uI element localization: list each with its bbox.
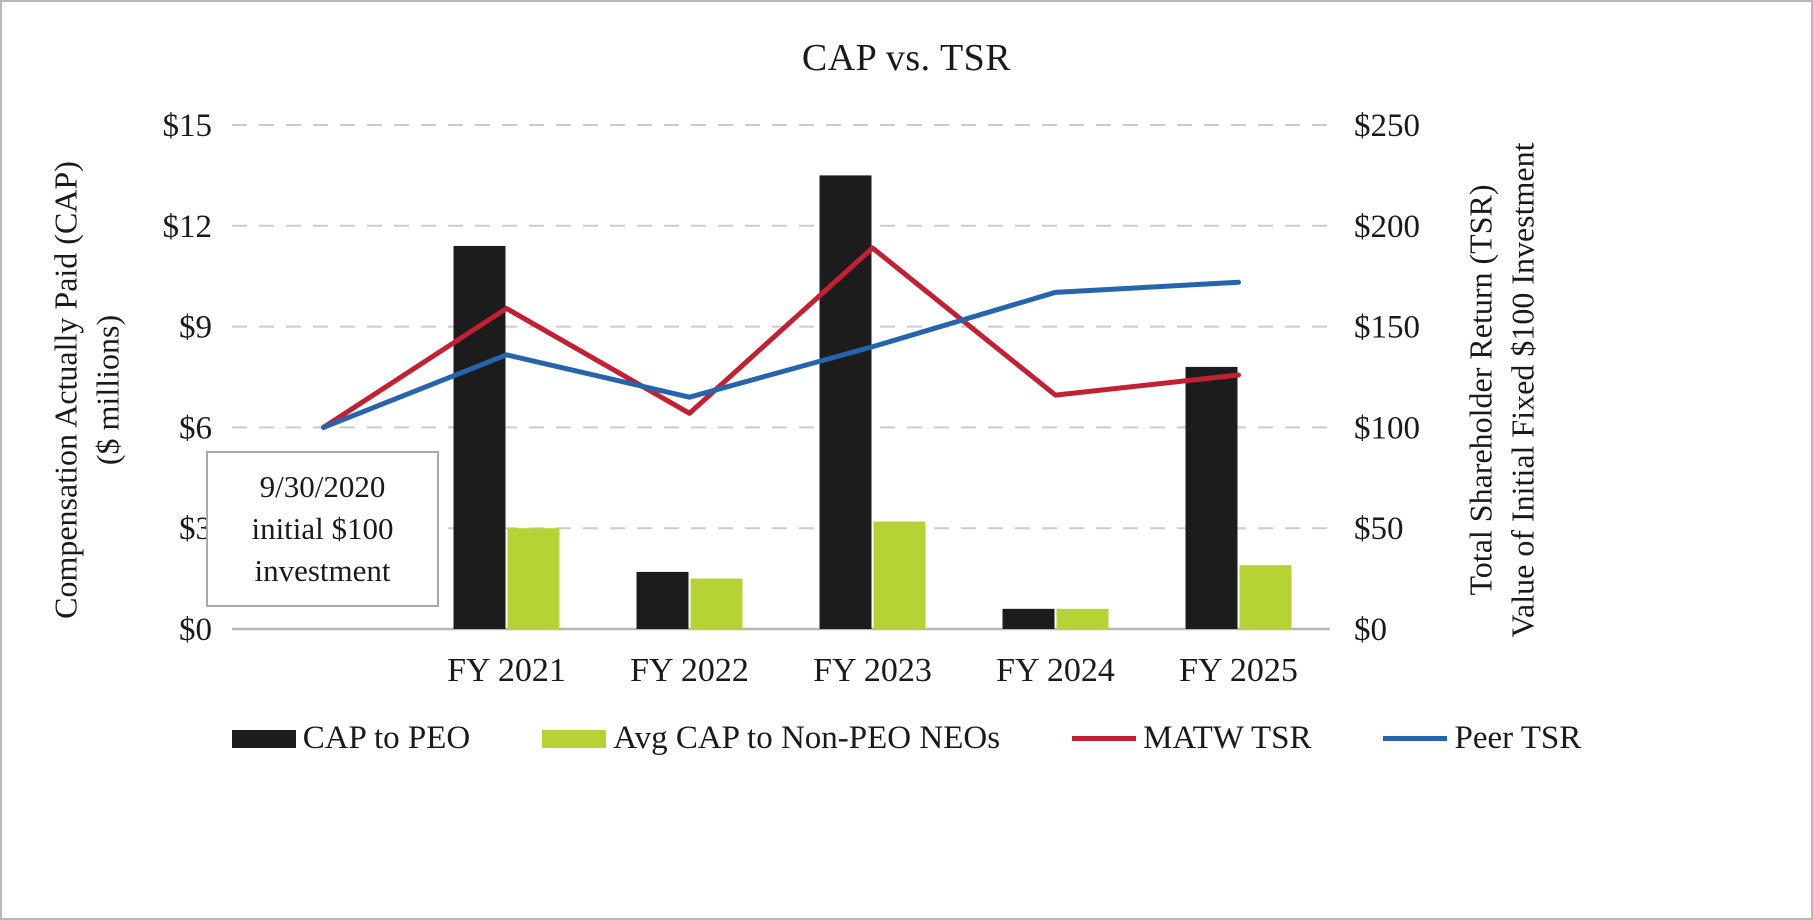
bar-cap-to-peo-fy-2024 (1002, 608, 1055, 629)
right-axis-tick-label: $50 (1354, 511, 1404, 547)
right-axis-title-line1: Total Shareholder Return (TSR) (1462, 184, 1499, 596)
annotation-line-1: 9/30/2020 (259, 469, 386, 505)
right-axis-tick-label: $150 (1354, 310, 1420, 346)
legend-swatch-avg-cap-to-non-peo-neos (542, 729, 607, 748)
legend-item-peer-tsr: Peer TSR (1383, 720, 1581, 757)
legend-item-matw-tsr: MATW TSR (1072, 720, 1311, 757)
bar-avg-cap-to-non-peo-neos-fy-2025 (1239, 565, 1292, 629)
legend: CAP to PEO Avg CAP to Non-PEO NEOs MATW TS… (2, 720, 1811, 757)
left-axis-title-line2: ($ millions) (89, 314, 125, 466)
right-axis-tick-label: $200 (1354, 209, 1420, 245)
bar-cap-to-peo-fy-2025 (1185, 366, 1238, 629)
annotation-line-2: initial $100 (251, 511, 394, 547)
legend-item-cap-to-peo: CAP to PEO (231, 720, 471, 757)
right-axis-title-line2: Value of Initial Fixed $100 Investment (1504, 142, 1540, 638)
left-axis-title: Compensation Actually Paid (CAP) ($ mill… (45, 161, 128, 619)
chart-title: CAP vs. TSR (801, 37, 1012, 79)
right-axis-tick-label: $250 (1354, 108, 1420, 144)
right-axis-tick-label: $100 (1354, 410, 1420, 446)
left-axis-tick-label: $6 (179, 410, 212, 446)
matw-tsr-line (321, 245, 1241, 430)
bar-avg-cap-to-non-peo-neos-fy-2023 (873, 521, 926, 629)
legend-swatch-matw-tsr (1072, 736, 1137, 741)
legend-label-peer-tsr: Peer TSR (1454, 720, 1582, 756)
annotation-line-3: investment (254, 552, 391, 588)
bar-cap-to-peo-fy-2023 (819, 175, 872, 629)
right-axis-title: Total Shareholder Return (TSR) Value of … (1460, 142, 1543, 637)
left-axis-tick-label: $12 (163, 209, 213, 245)
legend-swatch-cap-to-peo (231, 729, 296, 748)
bar-avg-cap-to-non-peo-neos-fy-2024 (1056, 608, 1109, 629)
peer-tsr-line (321, 279, 1241, 430)
right-axis-tick-label: $0 (1354, 612, 1387, 648)
legend-label-cap-to-peo: CAP to PEO (302, 720, 471, 756)
x-axis-label-fy-2025: FY 2025 (1179, 652, 1298, 689)
legend-item-avg-cap-to-non-peo-neos: Avg CAP to Non-PEO NEOs (542, 720, 1000, 757)
bar-avg-cap-to-non-peo-neos-fy-2022 (690, 578, 743, 629)
left-axis-tick-label: $15 (163, 108, 213, 144)
bar-cap-to-peo-fy-2022 (636, 571, 689, 629)
annotation-box: 9/30/2020 initial $100 investment (206, 451, 439, 607)
x-axis-label-fy-2022: FY 2022 (630, 652, 749, 689)
x-axis-label-fy-2023: FY 2023 (813, 652, 932, 689)
x-axis-label-fy-2024: FY 2024 (996, 652, 1115, 689)
left-axis-tick-label: $9 (179, 310, 212, 346)
legend-label-matw-tsr: MATW TSR (1143, 720, 1312, 756)
left-axis-title-line1: Compensation Actually Paid (CAP) (47, 161, 84, 619)
legend-label-avg-cap-to-non-peo-neos: Avg CAP to Non-PEO NEOs (613, 720, 1001, 756)
legend-swatch-peer-tsr (1383, 736, 1448, 741)
left-axis-tick-label: $0 (179, 612, 212, 648)
x-axis-label-fy-2021: FY 2021 (447, 652, 566, 689)
bar-avg-cap-to-non-peo-neos-fy-2021 (507, 528, 560, 629)
bar-cap-to-peo-fy-2021 (453, 245, 506, 629)
